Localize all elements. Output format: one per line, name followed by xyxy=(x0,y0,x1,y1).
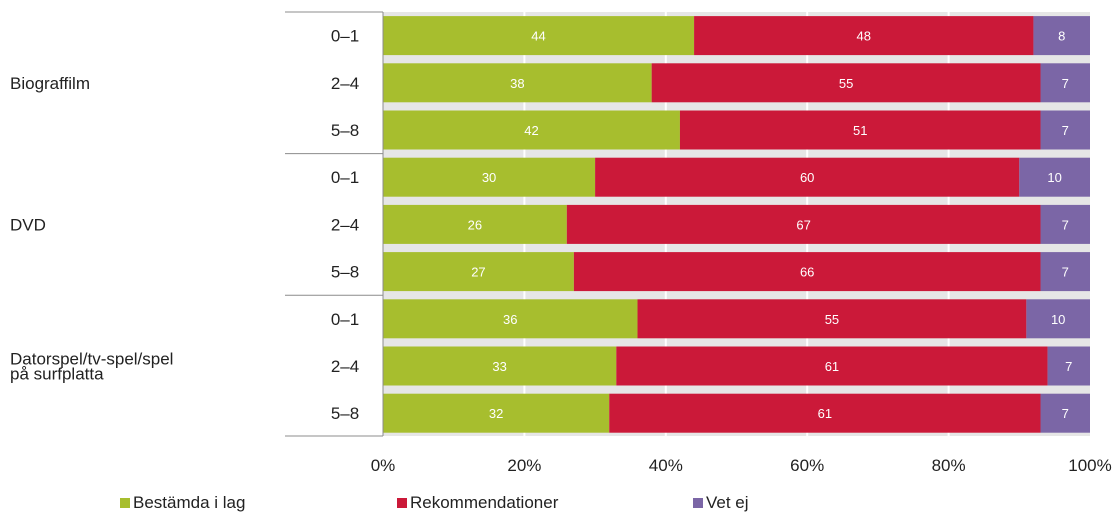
row-label-g0-r2: 5–8 xyxy=(331,121,359,140)
bar-value-label-r7-s1: 61 xyxy=(825,359,839,374)
row-label-g1-r1: 2–4 xyxy=(331,215,359,234)
bar-segment-r0-s1 xyxy=(694,16,1034,56)
bar-value-label-r5-s1: 66 xyxy=(800,265,814,280)
bar-segment-r6-s0 xyxy=(383,299,638,339)
group-label-2-line-0: Datorspel/tv-spel/spel xyxy=(10,350,173,369)
bar-segment-r5-s1 xyxy=(573,252,1041,292)
legend-label-0: Bestämda i lag xyxy=(133,493,246,512)
bar-value-label-r7-s0: 33 xyxy=(492,359,506,374)
bar-value-label-r8-s0: 32 xyxy=(489,406,503,421)
bar-segment-r2-s0 xyxy=(383,110,680,150)
bar-segment-r6-s1 xyxy=(637,299,1027,339)
bar-segment-r3-s0 xyxy=(383,157,596,197)
bar-segment-r0-s0 xyxy=(383,16,695,56)
legend-swatch-1 xyxy=(397,498,407,508)
bar-segment-r1-s1 xyxy=(651,63,1041,103)
legend-label-1: Rekommendationer xyxy=(410,493,559,512)
bar-segment-r3-s1 xyxy=(595,157,1020,197)
bar-segment-r8-s1 xyxy=(609,393,1041,433)
legend-item-0: Bestämda i lag xyxy=(120,493,245,513)
row-label-g2-r2: 5–8 xyxy=(331,404,359,423)
bar-value-label-r6-s0: 36 xyxy=(503,312,517,327)
bar-value-label-r2-s0: 42 xyxy=(524,123,538,138)
bar-value-label-r2-s2: 7 xyxy=(1062,123,1069,138)
bar-value-label-r5-s2: 7 xyxy=(1062,265,1069,280)
x-tick-label-2: 40% xyxy=(649,456,683,475)
x-tick-label-3: 60% xyxy=(790,456,824,475)
legend-item-1: Rekommendationer xyxy=(397,493,558,513)
bar-value-label-r4-s1: 67 xyxy=(796,217,810,232)
bar-value-label-r0-s2: 8 xyxy=(1058,29,1065,44)
bar-value-label-r7-s2: 7 xyxy=(1065,359,1072,374)
x-tick-label-5: 100% xyxy=(1068,456,1111,475)
bar-value-label-r8-s2: 7 xyxy=(1062,406,1069,421)
bar-value-label-r1-s0: 38 xyxy=(510,76,524,91)
row-label-g0-r0: 0–1 xyxy=(331,27,359,46)
bar-segment-r2-s1 xyxy=(679,110,1041,150)
bar-segment-r5-s2 xyxy=(1040,252,1090,292)
bar-value-label-r0-s1: 48 xyxy=(857,29,871,44)
bar-segment-r7-s2 xyxy=(1047,346,1090,386)
stacked-bar-chart: 44 48 8 38 55 7 42 51 7 30 60 10 26 67 7 27 66 7 36 55 10 33 6… xyxy=(10,11,1112,475)
bar-segment-r3-s2 xyxy=(1019,157,1090,197)
row-label-g2-r1: 2–4 xyxy=(331,357,359,376)
bar-value-label-r6-s1: 55 xyxy=(825,312,839,327)
bar-value-label-r3-s1: 60 xyxy=(800,170,814,185)
bar-segment-r7-s1 xyxy=(616,346,1048,386)
bar-value-label-r4-s2: 7 xyxy=(1062,217,1069,232)
bar-value-label-r5-s0: 27 xyxy=(471,265,485,280)
row-label-g2-r0: 0–1 xyxy=(331,310,359,329)
group-label-0: Biograffilm xyxy=(10,74,90,93)
row-label-g1-r2: 5–8 xyxy=(331,263,359,282)
x-tick-label-4: 80% xyxy=(932,456,966,475)
bar-segment-r1-s2 xyxy=(1040,63,1090,103)
row-label-g1-r0: 0–1 xyxy=(331,168,359,187)
legend: Bestämda i lag Rekommendationer Vet ej xyxy=(0,493,1116,515)
bar-value-label-r2-s1: 51 xyxy=(853,123,867,138)
bar-segment-r6-s2 xyxy=(1026,299,1090,339)
bar-segment-r7-s0 xyxy=(383,346,617,386)
legend-item-2: Vet ej xyxy=(693,493,749,513)
bar-segment-r4-s1 xyxy=(566,204,1041,244)
x-tick-label-0: 0% xyxy=(371,456,396,475)
legend-swatch-0 xyxy=(120,498,130,508)
bar-segment-r1-s0 xyxy=(383,63,652,103)
bar-segment-r2-s2 xyxy=(1040,110,1090,150)
group-label-1: DVD xyxy=(10,215,46,234)
bar-segment-r4-s0 xyxy=(383,204,567,244)
row-label-g0-r1: 2–4 xyxy=(331,74,359,93)
bar-segment-r4-s2 xyxy=(1040,204,1090,244)
bar-segment-r8-s2 xyxy=(1040,393,1090,433)
bar-segment-r8-s0 xyxy=(383,393,610,433)
legend-swatch-2 xyxy=(693,498,703,508)
bar-segment-r5-s0 xyxy=(383,252,574,292)
bar-value-label-r0-s0: 44 xyxy=(531,29,545,44)
bar-value-label-r4-s0: 26 xyxy=(468,217,482,232)
bar-segment-r0-s2 xyxy=(1033,16,1090,56)
legend-label-2: Vet ej xyxy=(706,493,749,512)
bar-value-label-r3-s0: 30 xyxy=(482,170,496,185)
group-label-2-line-1: på surfplatta xyxy=(10,365,104,384)
bar-value-label-r1-s2: 7 xyxy=(1062,76,1069,91)
bar-value-label-r6-s2: 10 xyxy=(1051,312,1065,327)
x-tick-label-1: 20% xyxy=(507,456,541,475)
bar-value-label-r1-s1: 55 xyxy=(839,76,853,91)
bar-value-label-r3-s2: 10 xyxy=(1047,170,1061,185)
bar-value-label-r8-s1: 61 xyxy=(818,406,832,421)
